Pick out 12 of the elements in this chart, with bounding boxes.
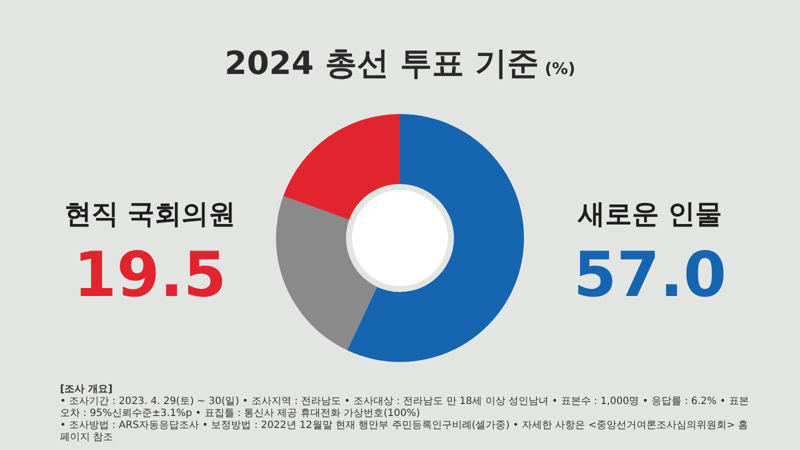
donut-slice <box>276 196 378 350</box>
text: • 조사방법 : ARS자동응답조사 • 보정방법 : 2022년 12월말 현재 행안부 주민등록인구비례(셀가중) • 자세한 사항은 <중앙선거여론조사심의위원회> 홈페이지 참조 <box>60 420 750 444</box>
text: • 조사기간 : 2023. 4. 29(토) ~ 30(일) • 조사지역 : 전라남도 • 조사대상 : 전라남도 만 18세 이상 성인남녀 • 표본수 : 1,000명 • 응답률 : 6.2% • 표본오차 : 95%신뢰수준±3.1%p • 표집틀 : 통신사 제공 휴대전화 가상번호(100%) <box>60 396 750 420</box>
donut-slice <box>283 114 400 220</box>
chart-title: 2024 총선 투표 기준 <box>224 44 540 82</box>
data-label: 19.5 <box>72 238 228 311</box>
donut-slice <box>347 114 524 362</box>
chart-subtitle: (%) <box>544 59 576 78</box>
slice-label: 새로운 인물 <box>576 198 724 232</box>
data-label: 57.0 <box>572 238 728 311</box>
slice-label: 현직 국회의원 <box>63 198 237 232</box>
text: [조사 개요] <box>60 384 114 396</box>
